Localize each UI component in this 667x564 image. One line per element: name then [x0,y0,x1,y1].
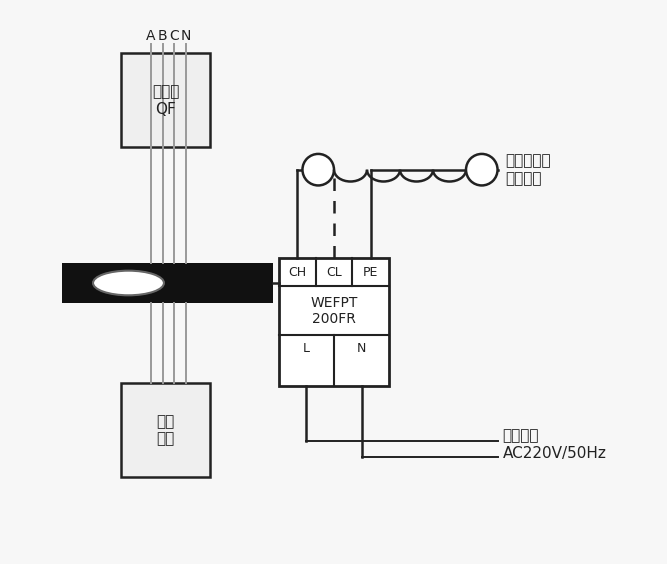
Text: N: N [357,342,366,355]
Text: 200FR: 200FR [312,312,356,327]
Text: 至电气火灾: 至电气火灾 [506,153,551,168]
Text: L: L [303,342,310,355]
Text: AC220V/50Hz: AC220V/50Hz [502,446,606,461]
Text: 断路器: 断路器 [152,84,179,99]
Text: CH: CH [288,266,306,279]
Ellipse shape [93,271,164,296]
Bar [279,258,389,386]
Bar [121,54,210,147]
Text: 用电: 用电 [156,414,175,429]
Ellipse shape [466,154,498,186]
Text: WEFPT: WEFPT [310,296,358,310]
Text: B: B [158,29,167,43]
Ellipse shape [302,154,334,186]
Text: 监控主机: 监控主机 [506,171,542,186]
Text: 工作电源: 工作电源 [502,428,539,443]
Text: C: C [169,29,179,43]
Text: A: A [146,29,155,43]
Text: PE: PE [363,266,378,279]
Text: 设备: 设备 [156,431,175,447]
Bar [121,384,210,477]
Bar [62,263,273,303]
Text: CL: CL [326,266,342,279]
Text: N: N [181,29,191,43]
Text: QF: QF [155,102,176,117]
